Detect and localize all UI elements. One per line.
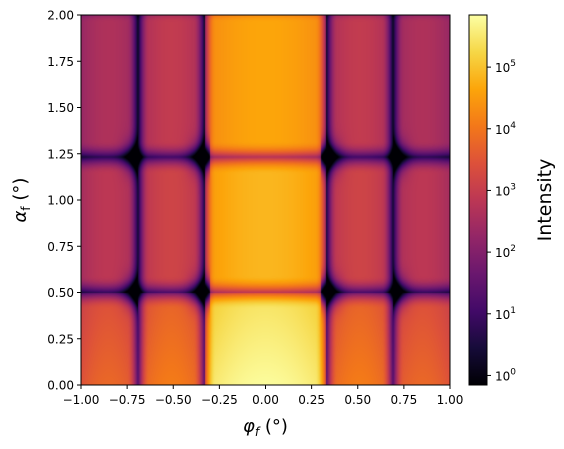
x-axis-ticks: −1.00 −0.75 −0.50 −0.25 0.00 0.25 0.50 0.75 1.00 (63, 385, 464, 407)
colorbar-label: Intensity (534, 159, 556, 242)
x-tick-label: −1.00 (63, 393, 100, 407)
colorbar-frame (468, 14, 488, 386)
y-tick-label: 0.75 (47, 240, 74, 254)
heatmap-image (81, 15, 450, 385)
x-tick-label: 1.00 (437, 393, 464, 407)
y-tick-label: 0.25 (47, 332, 74, 346)
colorbar-tick-label: 100 (495, 367, 516, 383)
colorbar-tick-label: 105 (495, 59, 516, 75)
y-tick-label: 0.50 (47, 286, 74, 300)
x-tick-label: 0.50 (344, 393, 371, 407)
y-tick-label: 1.00 (47, 194, 74, 208)
x-axis-label: φf (°) (243, 416, 288, 439)
heatmap-plot-area (81, 15, 450, 385)
y-tick-label: 1.25 (47, 147, 74, 161)
y-tick-label: 1.50 (47, 101, 74, 115)
x-tick-label: −0.75 (109, 393, 146, 407)
colorbar-tick-label: 103 (495, 182, 516, 198)
x-tick-label: 0.75 (391, 393, 418, 407)
y-tick-label: 1.75 (47, 55, 74, 69)
x-tick-label: 0.00 (252, 393, 279, 407)
y-axis-ticks: 0.00 0.25 0.50 0.75 1.00 1.25 1.50 1.75 2.00 (47, 9, 81, 393)
x-tick-label: −0.50 (155, 393, 192, 407)
y-tick-label: 2.00 (47, 9, 74, 23)
y-tick-label: 0.00 (47, 379, 74, 393)
colorbar-tick-label: 101 (495, 306, 516, 322)
x-tick-label: 0.25 (298, 393, 325, 407)
colorbar (469, 15, 487, 385)
x-tick-label: −0.25 (201, 393, 238, 407)
colorbar-ticks: 100 101 102 103 104 105 (487, 59, 516, 383)
colorbar-tick-label: 102 (495, 244, 516, 260)
colorbar-tick-label: 104 (495, 121, 516, 137)
y-axis-label: αf (°) (10, 178, 33, 223)
